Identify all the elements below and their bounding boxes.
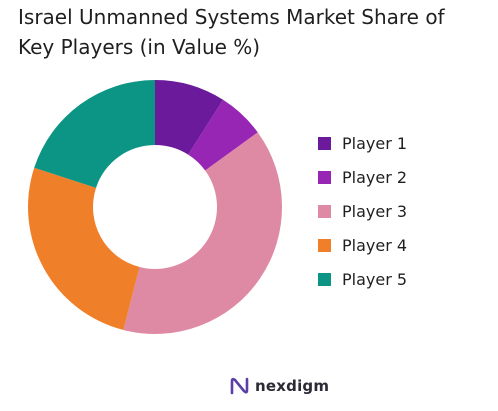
legend-label-player-2: Player 2	[342, 167, 408, 187]
brand-name: nexdigm	[255, 377, 330, 395]
legend-label-player-3: Player 3	[342, 201, 408, 221]
legend-item-player-3: Player 3	[318, 194, 407, 228]
legend-label-player-4: Player 4	[342, 235, 408, 255]
donut-slice-player-4	[27, 167, 140, 331]
legend-item-player-4: Player 4	[318, 228, 407, 262]
chart-legend: Player 1 Player 2 Player 3 Player 4 Play…	[318, 126, 407, 296]
legend-label-player-1: Player 1	[342, 133, 408, 153]
donut-slice-player-1	[155, 80, 224, 155]
legend-item-player-2: Player 2	[318, 160, 407, 194]
legend-label-player-5: Player 5	[342, 269, 408, 289]
donut-slice-player-3	[123, 132, 282, 334]
legend-item-player-1: Player 1	[318, 126, 407, 160]
donut-slice-player-5	[34, 80, 156, 188]
legend-swatch-player-3	[318, 204, 331, 218]
legend-item-player-5: Player 5	[318, 262, 407, 296]
legend-swatch-player-5	[318, 272, 331, 286]
donut-slice-player-2	[188, 99, 258, 171]
nexdigm-logo-icon	[230, 377, 249, 395]
donut-slices	[27, 80, 282, 334]
legend-swatch-player-2	[318, 170, 331, 184]
legend-swatch-player-4	[318, 238, 331, 252]
legend-swatch-player-1	[318, 136, 331, 150]
chart-title: Israel Unmanned Systems Market Share of …	[18, 5, 445, 59]
brand-logo: nexdigm	[229, 376, 329, 396]
